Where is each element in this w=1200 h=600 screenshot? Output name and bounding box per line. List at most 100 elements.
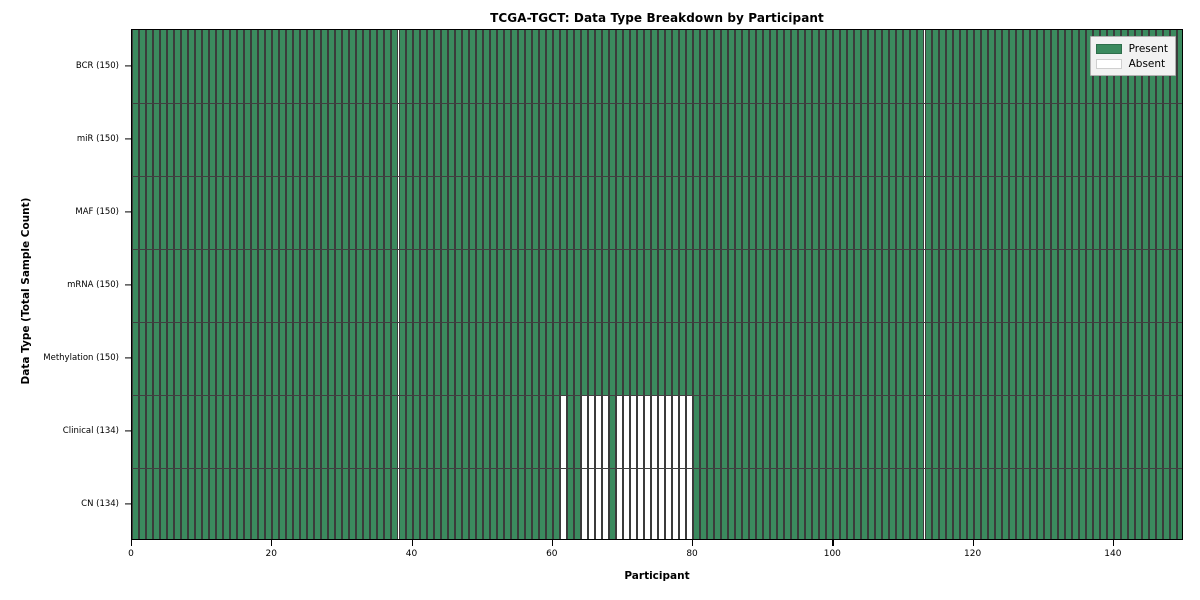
cell-present xyxy=(952,30,960,103)
cell-present xyxy=(1071,30,1079,103)
x-tick-label: 140 xyxy=(1104,549,1122,559)
cell-present xyxy=(728,468,736,539)
cell-present xyxy=(153,322,161,395)
cell-present xyxy=(952,468,960,539)
cell-present xyxy=(917,176,925,249)
cell-present xyxy=(181,395,189,468)
cell-present xyxy=(356,395,364,468)
cell-present xyxy=(237,249,245,322)
cell-present xyxy=(454,468,462,539)
cell-present xyxy=(489,249,497,322)
cell-absent xyxy=(665,395,672,468)
cell-present xyxy=(510,103,518,176)
cell-present xyxy=(258,468,266,539)
cell-present xyxy=(707,103,715,176)
cell-present xyxy=(559,103,567,176)
cell-present xyxy=(1134,249,1142,322)
cell-present xyxy=(784,249,792,322)
cell-present xyxy=(693,468,701,539)
cell-present xyxy=(1113,103,1121,176)
cell-present xyxy=(594,322,602,395)
cell-present xyxy=(1134,176,1142,249)
cell-present xyxy=(384,322,392,395)
cell-present xyxy=(566,103,574,176)
cell-present xyxy=(805,103,813,176)
cell-present xyxy=(265,176,273,249)
y-tick-label: Methylation (150) xyxy=(43,352,119,363)
cell-present xyxy=(167,395,175,468)
x-tick-label: 20 xyxy=(265,549,277,559)
cell-present xyxy=(503,468,511,539)
cell-present xyxy=(679,322,687,395)
cell-present xyxy=(875,468,883,539)
cell-present xyxy=(889,30,897,103)
cell-present xyxy=(798,322,806,395)
cell-present xyxy=(272,103,280,176)
cell-present xyxy=(321,30,329,103)
cell-present xyxy=(1155,103,1163,176)
cell-present xyxy=(763,468,771,539)
cell-present xyxy=(531,395,539,468)
cell-present xyxy=(279,322,287,395)
cell-present xyxy=(728,249,736,322)
cell-present xyxy=(714,103,722,176)
cell-present xyxy=(868,468,876,539)
cell-present xyxy=(1085,103,1093,176)
cell-present xyxy=(160,30,168,103)
cell-present xyxy=(987,395,995,468)
cell-absent xyxy=(679,468,687,539)
cell-present xyxy=(1106,395,1114,468)
cell-present xyxy=(812,468,820,539)
cell-absent xyxy=(686,395,694,468)
cell-present xyxy=(1162,249,1170,322)
cell-present xyxy=(391,176,399,249)
cell-present xyxy=(917,249,925,322)
cell-present xyxy=(1141,176,1149,249)
cell-present xyxy=(791,249,799,322)
cell-present xyxy=(812,30,820,103)
cell-absent xyxy=(679,395,687,468)
cell-present xyxy=(1064,468,1072,539)
cell-present xyxy=(286,30,294,103)
cell-present xyxy=(335,322,343,395)
cell-present xyxy=(1155,322,1163,395)
cell-present xyxy=(454,322,462,395)
cell-present xyxy=(1036,249,1044,322)
cell-present xyxy=(307,468,315,539)
cell-present xyxy=(174,249,182,322)
cell-present xyxy=(882,249,890,322)
cell-present xyxy=(300,176,308,249)
cell-present xyxy=(139,176,146,249)
cell-present xyxy=(573,322,581,395)
cell-present xyxy=(349,468,357,539)
cell-present xyxy=(917,395,925,468)
cell-present xyxy=(167,103,175,176)
cell-present xyxy=(896,322,904,395)
cell-present xyxy=(966,30,974,103)
cell-present xyxy=(938,322,946,395)
cell-present xyxy=(370,395,378,468)
cell-present xyxy=(419,176,427,249)
cell-present xyxy=(1176,30,1182,103)
cell-present xyxy=(658,103,665,176)
cell-present xyxy=(1043,395,1051,468)
cell-present xyxy=(608,468,616,539)
cell-present xyxy=(861,103,869,176)
cell-present xyxy=(1162,468,1170,539)
cell-present xyxy=(468,322,476,395)
cell-present xyxy=(209,395,217,468)
cell-present xyxy=(700,468,708,539)
x-tick-label: 80 xyxy=(686,549,698,559)
cell-present xyxy=(917,322,925,395)
plot-area: Present Absent xyxy=(131,29,1183,540)
cell-present xyxy=(573,249,581,322)
cell-present xyxy=(1078,249,1086,322)
cell-present xyxy=(980,249,988,322)
cell-present xyxy=(538,176,546,249)
cell-present xyxy=(791,30,799,103)
cell-present xyxy=(924,468,932,539)
cell-present xyxy=(854,30,862,103)
cell-present xyxy=(510,176,518,249)
cell-present xyxy=(686,103,694,176)
y-tick-label: Clinical (134) xyxy=(62,425,119,436)
